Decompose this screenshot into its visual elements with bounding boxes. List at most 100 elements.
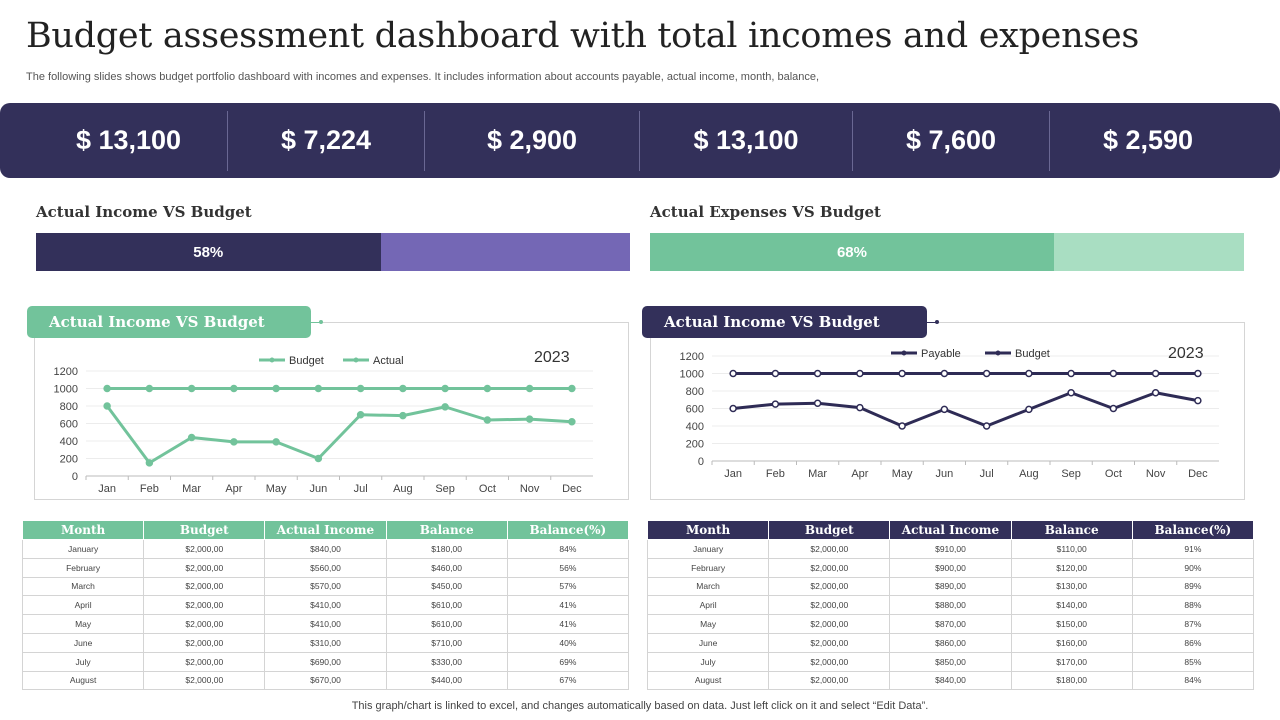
y-tick-label: 800	[60, 401, 78, 413]
table-cell: $2,000,00	[768, 670, 891, 691]
y-tick-label: 0	[72, 471, 78, 483]
kpi-value: $ 7,600	[905, 125, 997, 155]
data-point-payable	[1151, 389, 1160, 397]
chart-year-label: 2023	[534, 349, 570, 366]
table-row: March $2,000,00 $570,00 $450,00 57%	[21, 576, 630, 597]
table-cell: March	[21, 576, 145, 597]
table-cell: $2,000,00	[768, 576, 891, 597]
table-cell: April	[646, 595, 770, 616]
table-cell: $120,00	[1010, 557, 1133, 578]
expenses-progress-title: Actual Expenses VS Budget	[650, 203, 881, 221]
data-point-budget	[982, 369, 991, 378]
y-tick-label: 1200	[680, 351, 704, 363]
data-point-budget	[1067, 369, 1075, 378]
kpi-divider	[424, 111, 425, 171]
data-point-actual	[399, 411, 407, 420]
table-cell: 84%	[506, 539, 630, 559]
kpi-divider	[227, 111, 228, 171]
table-cell: $410,00	[264, 614, 387, 634]
income-progress-title: Actual Income VS Budget	[36, 203, 252, 221]
y-tick-label: 1200	[54, 366, 78, 378]
table-cell: 40%	[506, 632, 630, 653]
income-chart-tab: Actual Income VS Budget	[27, 306, 311, 338]
data-point-actual	[356, 411, 365, 419]
table-cell: $2,000,00	[143, 557, 266, 578]
data-point-budget	[568, 384, 576, 393]
table-cell: April	[21, 595, 145, 616]
y-tick-label: 400	[60, 436, 78, 448]
table-cell: $140,00	[1010, 595, 1133, 616]
table-cell: $2,000,00	[143, 595, 266, 616]
table-cell: 67%	[506, 670, 630, 691]
kpi-value: $ 13,100	[75, 125, 182, 155]
table-cell: June	[646, 632, 770, 653]
table-cell: $860,00	[889, 632, 1012, 653]
kpi-divider	[1049, 111, 1050, 171]
x-tick-label: Dec	[562, 483, 582, 495]
table-cell: May	[646, 614, 770, 634]
table-row: January $2,000,00 $910,00 $110,00 91%	[646, 539, 1255, 559]
kpi-value: $ 2,900	[486, 125, 578, 155]
table-cell: $110,00	[1010, 539, 1133, 559]
expenses-progress-remainder	[1053, 233, 1244, 271]
data-point-budget	[399, 384, 407, 393]
data-point-budget	[230, 384, 238, 393]
table-cell: $570,00	[264, 576, 387, 597]
series-line-payable	[732, 391, 1199, 428]
table-cell: 89%	[1131, 576, 1255, 597]
y-tick-label: 400	[686, 421, 704, 433]
column-header: Budget	[143, 520, 266, 540]
table-cell: $180,00	[1010, 670, 1133, 691]
column-header: Balance(%)	[506, 520, 630, 540]
table-row: August $2,000,00 $670,00 $440,00 67%	[21, 670, 630, 691]
table-cell: $180,00	[385, 539, 508, 559]
x-tick-label: Jan	[724, 468, 742, 480]
y-tick-label: 600	[60, 419, 78, 431]
table-cell: $710,00	[385, 632, 508, 653]
table-cell: $410,00	[264, 595, 387, 616]
table-row: April $2,000,00 $880,00 $140,00 88%	[646, 595, 1255, 616]
data-point-payable	[771, 400, 780, 408]
data-point-budget	[187, 384, 196, 393]
data-point-actual	[230, 438, 238, 446]
y-tick-label: 1000	[680, 369, 704, 381]
data-point-budget	[356, 384, 365, 393]
table-row: February $2,000,00 $560,00 $460,00 56%	[21, 557, 630, 578]
x-tick-label: Apr	[851, 468, 868, 480]
chart-year-label: 2023	[1168, 345, 1204, 362]
table-cell: $870,00	[889, 614, 1012, 634]
table-cell: $2,000,00	[768, 614, 891, 634]
data-point-payable	[1067, 389, 1075, 397]
table-cell: $460,00	[385, 557, 508, 578]
table-cell: $880,00	[889, 595, 1012, 616]
table-row: February $2,000,00 $900,00 $120,00 90%	[646, 557, 1255, 578]
column-header: Month	[21, 520, 145, 540]
kpi-value: $ 13,100	[693, 125, 799, 155]
table-cell: $610,00	[385, 595, 508, 616]
table-cell: $2,000,00	[768, 651, 891, 672]
table-cell: $2,000,00	[143, 576, 266, 597]
table-cell: $2,000,00	[143, 539, 266, 559]
table-cell: $130,00	[1010, 576, 1133, 597]
column-header: Actual Income	[264, 520, 387, 540]
x-tick-label: Oct	[1105, 468, 1122, 480]
y-tick-label: 800	[686, 386, 704, 398]
tab-connector	[310, 322, 320, 323]
table-cell: $2,000,00	[143, 670, 266, 691]
table-row: March $2,000,00 $890,00 $130,00 89%	[646, 576, 1255, 597]
table-cell: $330,00	[385, 651, 508, 672]
x-tick-label: Jul	[354, 483, 368, 495]
income-table: Month Budget Actual Income Balance Balance(%…	[21, 520, 630, 691]
data-point-budget	[771, 369, 780, 378]
income-progress-remainder	[380, 233, 630, 271]
table-cell: $160,00	[1010, 632, 1133, 653]
y-tick-label: 200	[60, 454, 78, 466]
y-tick-label: 200	[686, 439, 704, 451]
tab-connector	[926, 322, 936, 323]
table-cell: 91%	[1131, 539, 1255, 559]
table-row: January $2,000,00 $840,00 $180,00 84%	[21, 539, 630, 559]
table-cell: $850,00	[889, 651, 1012, 672]
table-cell: August	[646, 670, 770, 691]
x-tick-label: Apr	[225, 483, 242, 495]
data-point-budget	[940, 369, 949, 378]
